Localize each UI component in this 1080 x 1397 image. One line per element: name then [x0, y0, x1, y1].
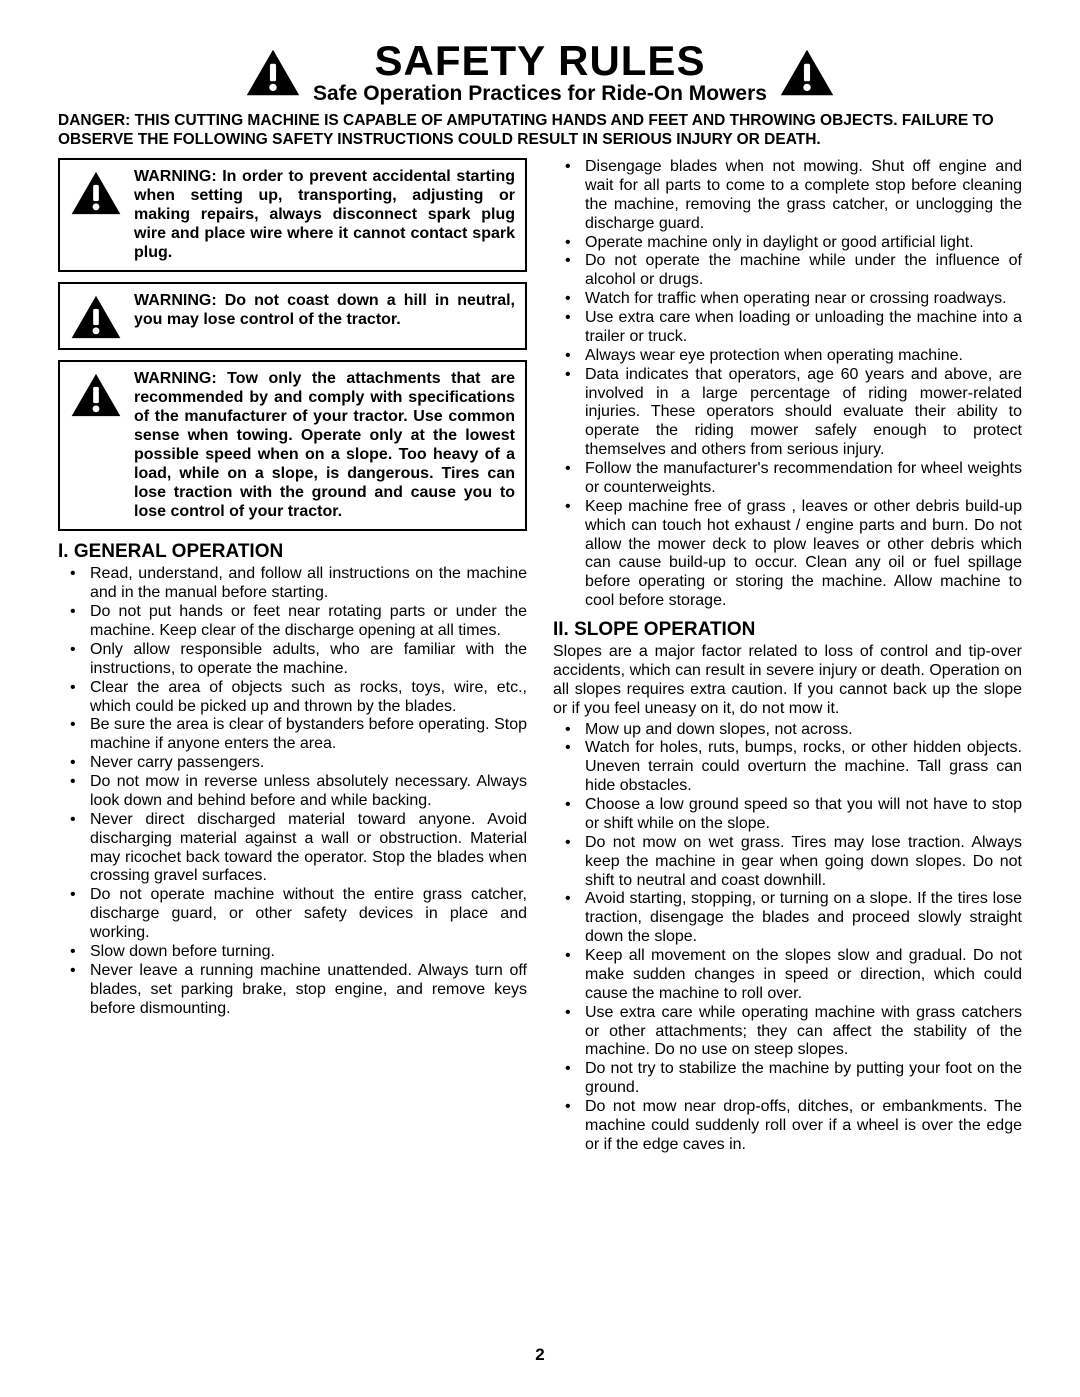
warning-icon — [70, 170, 122, 216]
warning-icon — [245, 48, 301, 97]
list-item: Watch for holes, ruts, bumps, rocks, or … — [553, 739, 1022, 796]
right-column: Disengage blades when not mowing. Shut o… — [553, 158, 1022, 1155]
list-item: Never leave a running machine unattended… — [58, 962, 527, 1019]
danger-notice: DANGER: THIS CUTTING MACHINE IS CAPABLE … — [58, 112, 1022, 150]
list-item: Slow down before turning. — [58, 943, 527, 962]
warning-icon — [70, 372, 122, 418]
warning-box: WARNING: Tow only the attachments that a… — [58, 360, 527, 531]
list-item: Do not mow on wet grass. Tires may lose … — [553, 834, 1022, 891]
list-item: Never carry passengers. — [58, 754, 527, 773]
list-item: Choose a low ground speed so that you wi… — [553, 796, 1022, 834]
section-heading: I. GENERAL OPERATION — [58, 541, 527, 563]
list-item: Be sure the area is clear of bystanders … — [58, 716, 527, 754]
warning-box: WARNING: Do not coast down a hill in neu… — [58, 282, 527, 350]
warning-text: WARNING: Do not coast down a hill in neu… — [134, 292, 515, 330]
warning-text: WARNING: In order to prevent accidental … — [134, 168, 515, 262]
list-item: Do not try to stabilize the machine by p… — [553, 1060, 1022, 1098]
list-item: Follow the manufacturer's recommendation… — [553, 460, 1022, 498]
list-item: Mow up and down slopes, not across. — [553, 721, 1022, 740]
slope-operation-list: Mow up and down slopes, not across.Watch… — [553, 721, 1022, 1155]
list-item: Watch for traffic when operating near or… — [553, 290, 1022, 309]
list-item: Use extra care when loading or unloading… — [553, 309, 1022, 347]
list-item: Do not mow near drop-offs, ditches, or e… — [553, 1098, 1022, 1155]
list-item: Clear the area of objects such as rocks,… — [58, 679, 527, 717]
general-operation-list-right: Disengage blades when not mowing. Shut o… — [553, 158, 1022, 611]
page-header: SAFETY RULES Safe Operation Practices fo… — [58, 38, 1022, 106]
left-column: WARNING: In order to prevent accidental … — [58, 158, 527, 1155]
page-title: SAFETY RULES — [313, 38, 767, 84]
page-subtitle: Safe Operation Practices for Ride-On Mow… — [313, 82, 767, 106]
list-item: Keep machine free of grass , leaves or o… — [553, 498, 1022, 611]
warning-icon — [779, 48, 835, 97]
list-item: Do not operate the machine while under t… — [553, 252, 1022, 290]
list-item: Operate machine only in daylight or good… — [553, 234, 1022, 253]
section-heading: II. SLOPE OPERATION — [553, 619, 1022, 641]
list-item: Avoid starting, stopping, or turning on … — [553, 890, 1022, 947]
content-columns: WARNING: In order to prevent accidental … — [58, 158, 1022, 1155]
list-item: Never direct discharged material toward … — [58, 811, 527, 887]
list-item: Do not put hands or feet near rotating p… — [58, 603, 527, 641]
list-item: Read, understand, and follow all instruc… — [58, 565, 527, 603]
slope-intro: Slopes are a major factor related to los… — [553, 643, 1022, 719]
list-item: Do not mow in reverse unless absolutely … — [58, 773, 527, 811]
list-item: Only allow responsible adults, who are f… — [58, 641, 527, 679]
warning-box: WARNING: In order to prevent accidental … — [58, 158, 527, 272]
list-item: Use extra care while operating machine w… — [553, 1004, 1022, 1061]
warning-icon — [70, 294, 122, 340]
warning-text: WARNING: Tow only the attachments that a… — [134, 370, 515, 521]
list-item: Data indicates that operators, age 60 ye… — [553, 366, 1022, 460]
general-operation-list-left: Read, understand, and follow all instruc… — [58, 565, 527, 1018]
page-number: 2 — [0, 1345, 1080, 1365]
list-item: Disengage blades when not mowing. Shut o… — [553, 158, 1022, 234]
list-item: Do not operate machine without the entir… — [58, 886, 527, 943]
list-item: Always wear eye protection when operatin… — [553, 347, 1022, 366]
list-item: Keep all movement on the slopes slow and… — [553, 947, 1022, 1004]
